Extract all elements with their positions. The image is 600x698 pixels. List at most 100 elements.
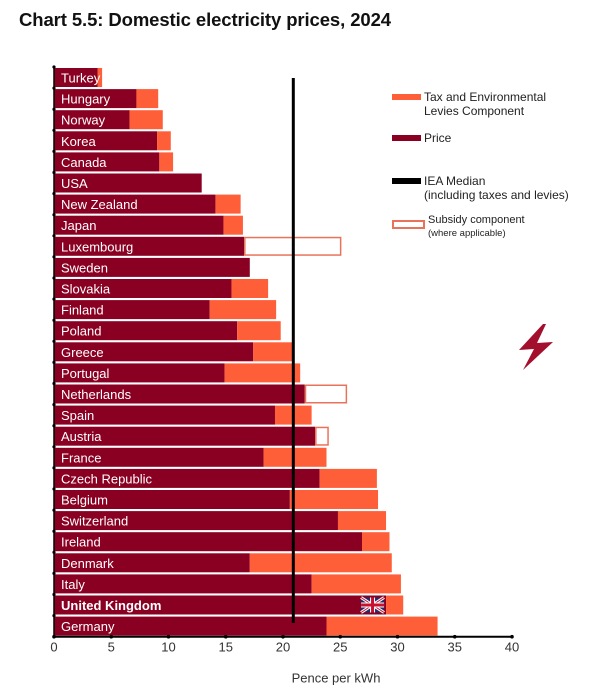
x-tick xyxy=(510,634,514,639)
bar-price xyxy=(54,194,216,214)
bar-tax xyxy=(362,532,390,552)
legend-item-price: Price xyxy=(392,131,451,145)
legend-swatch-subsidy xyxy=(392,220,425,229)
bar-tax xyxy=(263,447,327,467)
bar-price xyxy=(54,110,130,130)
bar-price xyxy=(54,405,275,425)
bar-tax xyxy=(326,616,438,636)
bar-subsidy xyxy=(304,384,348,404)
x-axis-title: Pence per kWh xyxy=(292,671,381,686)
y-tick xyxy=(52,614,56,618)
bar-tax xyxy=(215,194,241,214)
y-tick xyxy=(52,234,56,238)
bar-price xyxy=(54,532,363,552)
y-tick xyxy=(52,445,56,449)
bar-tax xyxy=(224,363,301,383)
legend-item-median: IEA Median (including taxes and levies) xyxy=(392,174,569,202)
y-tick xyxy=(52,149,56,153)
category-label: Finland xyxy=(61,303,104,318)
category-label: Greece xyxy=(61,345,104,360)
x-tick-label: 35 xyxy=(448,640,462,655)
y-tick xyxy=(52,170,56,175)
bar-price xyxy=(54,89,137,109)
y-tick xyxy=(52,297,56,301)
y-tick xyxy=(52,381,56,386)
bar-tax xyxy=(157,131,171,151)
x-tick xyxy=(338,634,343,639)
bar-price xyxy=(54,300,210,320)
bar-tax xyxy=(237,321,281,341)
bar-tax xyxy=(337,511,387,531)
x-axis: 0 5 10 15 20 25 30 35 40 Pence per kWh xyxy=(50,66,519,686)
legend-label-median-line2: (including taxes and levies) xyxy=(424,188,569,202)
x-tick-label: 5 xyxy=(108,640,115,655)
x-tick xyxy=(109,634,114,639)
bar-price xyxy=(54,342,254,362)
y-tick xyxy=(52,65,56,69)
lightning-bolt-icon xyxy=(519,324,553,370)
legend-label-price: Price xyxy=(424,131,452,145)
x-tick-label: 30 xyxy=(390,640,404,655)
y-tick xyxy=(52,571,56,576)
legend-item-subsidy: Subsidy component (where applicable) xyxy=(392,214,525,240)
bar-tax xyxy=(231,279,269,298)
y-tick xyxy=(52,276,56,280)
y-tick xyxy=(52,128,56,132)
bar-price xyxy=(54,468,320,488)
category-label: USA xyxy=(61,176,88,191)
category-label: Sweden xyxy=(61,260,108,275)
x-tick xyxy=(223,634,228,639)
bars-group xyxy=(54,68,438,636)
x-tick xyxy=(395,634,400,639)
bar-price xyxy=(54,215,224,235)
x-tick-label: 10 xyxy=(161,640,175,655)
y-tick xyxy=(52,86,56,90)
category-label: Canada xyxy=(61,155,107,170)
category-label: Denmark xyxy=(61,556,114,571)
x-tick-label: 15 xyxy=(219,640,233,655)
bar-tax xyxy=(311,574,401,594)
bar-price xyxy=(54,490,290,509)
legend-label-subsidy: Subsidy component xyxy=(428,214,525,226)
legend-label-tax-line2: Levies Component xyxy=(424,104,525,118)
category-label: France xyxy=(61,450,101,465)
bar-price xyxy=(54,152,160,172)
category-label: Portugal xyxy=(61,366,110,381)
legend-swatch-tax xyxy=(392,94,421,100)
y-tick xyxy=(52,403,56,407)
legend-label-tax: Tax and Environmental xyxy=(424,90,547,104)
y-tick xyxy=(52,508,56,512)
y-tick xyxy=(52,592,56,597)
y-tick xyxy=(52,360,56,364)
bar-price xyxy=(54,321,238,341)
chart-title: Chart 5.5: Domestic electricity prices, … xyxy=(19,9,391,30)
bar-price xyxy=(54,511,338,531)
category-label: Germany xyxy=(61,619,115,634)
category-label: United Kingdom xyxy=(61,598,161,613)
category-label: Spain xyxy=(61,408,94,423)
bar-price xyxy=(54,257,250,277)
legend-label-subsidy-line2: (where applicable) xyxy=(428,228,506,239)
category-label: Netherlands xyxy=(61,387,132,402)
x-tick-label: 40 xyxy=(505,640,519,655)
bar-price xyxy=(54,68,98,87)
y-tick xyxy=(52,213,56,217)
bar-price xyxy=(54,595,387,615)
bar-tax xyxy=(289,490,379,509)
bar-tax xyxy=(136,89,159,109)
category-labels: Turkey Hungary Norway Korea Canada USA New Zea… xyxy=(52,65,161,634)
bar-price xyxy=(54,616,327,636)
category-label: New Zealand xyxy=(61,197,138,212)
y-tick xyxy=(52,529,56,533)
bar-price xyxy=(54,447,264,467)
bar-price xyxy=(54,173,202,193)
bar-price xyxy=(54,131,158,151)
bar-tax xyxy=(223,215,243,235)
y-tick xyxy=(52,192,56,196)
y-tick xyxy=(52,466,56,470)
x-tick-label: 0 xyxy=(50,640,57,655)
bar-price xyxy=(54,236,245,256)
category-label: Austria xyxy=(61,429,102,444)
y-tick xyxy=(52,107,56,111)
bar-tax xyxy=(159,152,174,172)
